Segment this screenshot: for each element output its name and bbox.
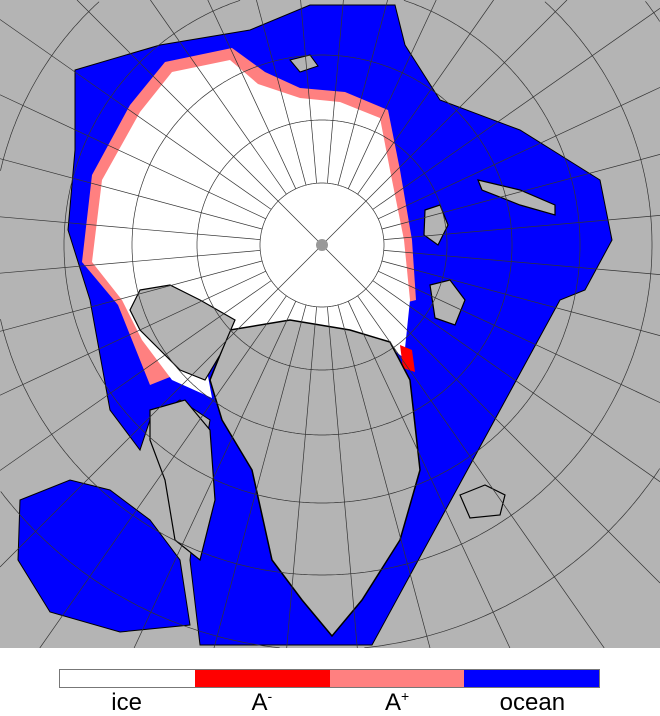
meridian-line: [39, 295, 287, 648]
meridian-line: [321, 0, 568, 246]
a-minus-patch: [400, 345, 415, 372]
legend-swatch-ocean: [464, 670, 599, 687]
meridian-line: [0, 158, 263, 230]
meridian-line: [256, 0, 307, 186]
meridian-line: [0, 260, 263, 332]
novaya-zemlya: [477, 179, 556, 216]
label-sup: +: [401, 688, 410, 704]
meridian-line: [286, 306, 317, 648]
meridian-line: [337, 0, 388, 186]
meridian-line: [357, 295, 605, 648]
legend-label-ocean: ocean: [465, 691, 600, 715]
legend-label-a-minus: A-: [194, 688, 329, 716]
meridian-line: [300, 0, 317, 184]
meridian-line: [0, 244, 323, 568]
meridian-line: [0, 280, 272, 471]
legend-label-a-plus: A+: [330, 688, 465, 716]
colorbar-legend: [59, 669, 600, 688]
legend-swatch-a-minus: [194, 670, 330, 687]
label-text: A: [251, 689, 268, 716]
latitude-circle: [0, 1, 660, 648]
lat-lon-grid: [0, 0, 660, 648]
meridian-line: [347, 301, 511, 648]
arctic-sea-ice-map: [0, 0, 660, 648]
meridian-line: [76, 0, 323, 246]
wrangel-island: [289, 54, 319, 73]
meridian-line: [372, 8, 660, 210]
canadian-archipelago: [129, 284, 236, 381]
meridian-line: [0, 250, 261, 274]
latitude-circle: [196, 119, 448, 371]
label-text: ice: [111, 689, 142, 716]
legend-swatch-a-plus: [329, 670, 465, 687]
meridian-line: [0, 270, 266, 396]
iceland: [459, 484, 506, 519]
meridian-line: [133, 301, 297, 648]
meridian-line: [372, 280, 660, 482]
meridian-line: [381, 154, 660, 230]
meridian-line: [207, 0, 297, 189]
meridian-line: [327, 0, 344, 184]
latitude-circle: [63, 0, 581, 504]
meridian-line: [337, 304, 431, 648]
meridian-line: [378, 87, 660, 220]
meridian-line: [0, 216, 261, 240]
meridian-line: [378, 270, 660, 403]
meridian-line: [321, 244, 660, 584]
svalbard: [423, 204, 449, 246]
legend-labels: ice A- A+ ocean: [59, 688, 600, 716]
meridian-line: [383, 215, 660, 240]
legend-label-ice: ice: [59, 691, 194, 715]
meridian-line: [0, 94, 266, 220]
meridian-line: [381, 260, 660, 336]
label-sup: -: [267, 688, 273, 704]
label-text: A: [385, 689, 402, 716]
meridian-line: [150, 0, 287, 195]
meridian-line: [327, 306, 358, 648]
latitude-circle: [131, 54, 513, 436]
label-text: ocean: [499, 689, 566, 716]
meridian-line: [213, 304, 307, 648]
latitude-circle: [259, 182, 385, 308]
legend-swatch-ice: [60, 670, 195, 687]
meridian-line: [383, 250, 660, 275]
north-pole-marker: [316, 239, 328, 251]
franz-josef-land: [429, 279, 466, 326]
meridian-line: [347, 0, 437, 189]
meridian-line: [0, 19, 272, 210]
meridian-line: [357, 0, 494, 195]
latitude-circle: [0, 1, 653, 576]
baffin-island: [149, 399, 216, 562]
